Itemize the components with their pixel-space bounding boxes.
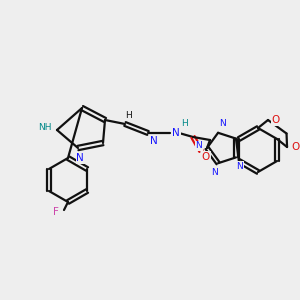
- Text: N: N: [150, 136, 158, 146]
- Text: O: O: [202, 152, 210, 162]
- Text: N: N: [196, 142, 202, 151]
- Text: N: N: [76, 153, 84, 163]
- Text: O: O: [291, 142, 299, 152]
- Text: H: H: [126, 110, 132, 119]
- Text: N: N: [219, 119, 225, 128]
- Text: F: F: [53, 207, 59, 217]
- Text: N: N: [211, 168, 218, 177]
- Text: H: H: [181, 119, 188, 128]
- Text: NH: NH: [38, 124, 52, 133]
- Text: N: N: [172, 128, 180, 138]
- Text: N: N: [237, 162, 243, 171]
- Text: O: O: [272, 115, 280, 125]
